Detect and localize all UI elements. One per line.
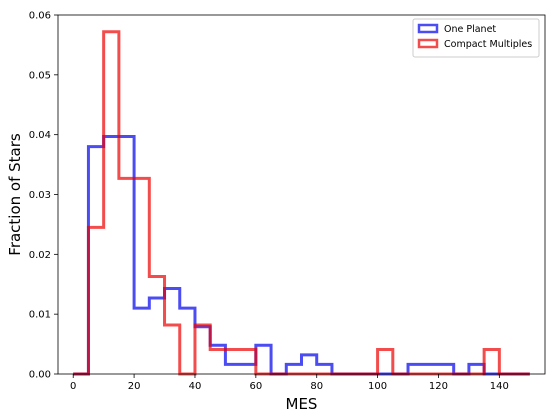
y-axis: 0.00 0.01 0.02 0.03 0.04 0.05 0.06	[29, 11, 58, 381]
legend: One Planet Compact Multiples	[412, 18, 540, 58]
legend-label: Compact Multiples	[444, 39, 532, 50]
x-axis: 0 20 40 60 80 100 120 140	[70, 374, 509, 392]
series-layer	[73, 30, 530, 376]
x-tick-label: 80	[310, 381, 323, 392]
x-tick-label: 40	[189, 381, 202, 392]
histogram-series-one-planet	[73, 134, 530, 376]
x-tick-label: 60	[249, 381, 262, 392]
x-tick-label: 100	[368, 381, 387, 392]
y-axis-label: Fraction of Stars	[6, 133, 24, 256]
y-tick-label: 0.06	[29, 11, 51, 22]
y-tick-label: 0.00	[29, 370, 51, 381]
legend-swatch	[417, 38, 439, 49]
plot-frame	[57, 14, 546, 375]
y-tick-label: 0.04	[29, 130, 51, 141]
y-tick-label: 0.05	[29, 70, 51, 81]
histogram-series-compact-multiples	[73, 30, 530, 376]
legend-swatch	[417, 23, 439, 34]
x-tick-label: 0	[70, 381, 76, 392]
legend-label: One Planet	[444, 24, 496, 35]
y-tick-label: 0.01	[29, 310, 51, 321]
legend-box	[412, 18, 540, 58]
x-axis-label: MES	[286, 395, 318, 413]
y-tick-label: 0.02	[29, 250, 51, 261]
x-tick-label: 140	[490, 381, 509, 392]
x-tick-label: 20	[128, 381, 141, 392]
x-tick-label: 120	[429, 381, 448, 392]
y-tick-label: 0.03	[29, 190, 51, 201]
